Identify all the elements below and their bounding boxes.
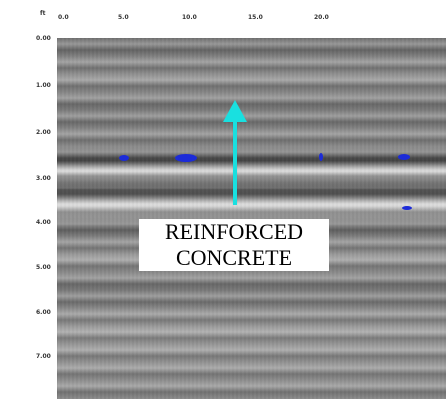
- rebar-reflection: [319, 153, 323, 161]
- y-tick-label: 4.00: [36, 219, 51, 226]
- rebar-reflection: [402, 206, 412, 210]
- x-tick-label: 10.0: [182, 14, 197, 21]
- x-tick-label: 15.0: [248, 14, 263, 21]
- y-tick-label: 0.00: [36, 35, 51, 42]
- x-tick-label: 0.0: [58, 14, 69, 21]
- y-tick-label: 2.00: [36, 129, 51, 136]
- y-tick-label: 1.00: [36, 82, 51, 89]
- rebar-reflection: [119, 155, 129, 161]
- radargram: [57, 38, 446, 399]
- y-tick-label: 7.00: [36, 353, 51, 360]
- y-tick-label: 6.00: [36, 309, 51, 316]
- arrow-head: [223, 100, 247, 122]
- x-unit: ft: [40, 10, 46, 17]
- annotation-line: REINFORCED: [164, 219, 304, 244]
- rebar-reflection: [175, 154, 197, 162]
- x-tick-label: 5.0: [118, 14, 129, 21]
- annotation: REINFORCED CONCRETE: [139, 219, 329, 271]
- rebar-reflection: [398, 154, 410, 160]
- annotation-line: CONCRETE: [175, 245, 293, 270]
- y-tick-label: 3.00: [36, 175, 51, 182]
- y-tick-label: 5.00: [36, 264, 51, 271]
- x-tick-label: 20.0: [314, 14, 329, 21]
